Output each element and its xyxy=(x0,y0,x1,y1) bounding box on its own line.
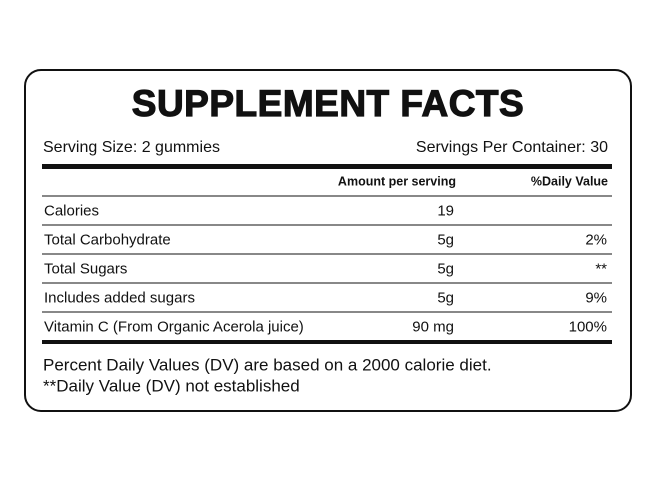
daily-value: 100% xyxy=(569,318,607,335)
column-header: Amount per serving xyxy=(338,174,456,188)
title: SUPPLEMENT FACTS xyxy=(132,83,524,124)
nutrient-name: Calories xyxy=(44,202,99,219)
daily-value: 2% xyxy=(585,231,607,248)
amount: 5g xyxy=(437,289,454,306)
daily-value: 9% xyxy=(585,289,607,306)
nutrient-name: Vitamin C (From Organic Acerola juice) xyxy=(44,318,304,335)
column-header: %Daily Value xyxy=(531,174,608,188)
amount: 5g xyxy=(437,231,454,248)
footnote: **Daily Value (DV) not established xyxy=(43,376,300,395)
amount: 19 xyxy=(437,202,454,219)
nutrient-name: Includes added sugars xyxy=(44,289,195,306)
nutrient-name: Total Carbohydrate xyxy=(44,231,171,248)
amount: 5g xyxy=(437,260,454,277)
serving-size: Serving Size: 2 gummies xyxy=(43,139,220,156)
daily-value: ** xyxy=(595,260,607,277)
label-border xyxy=(24,69,632,412)
nutrient-name: Total Sugars xyxy=(44,260,127,277)
footnote: Percent Daily Values (DV) are based on a… xyxy=(43,355,492,374)
amount: 90 mg xyxy=(412,318,454,335)
thick-rule xyxy=(42,340,612,344)
thick-rule xyxy=(42,164,612,169)
servings-per-container: Servings Per Container: 30 xyxy=(416,139,608,156)
